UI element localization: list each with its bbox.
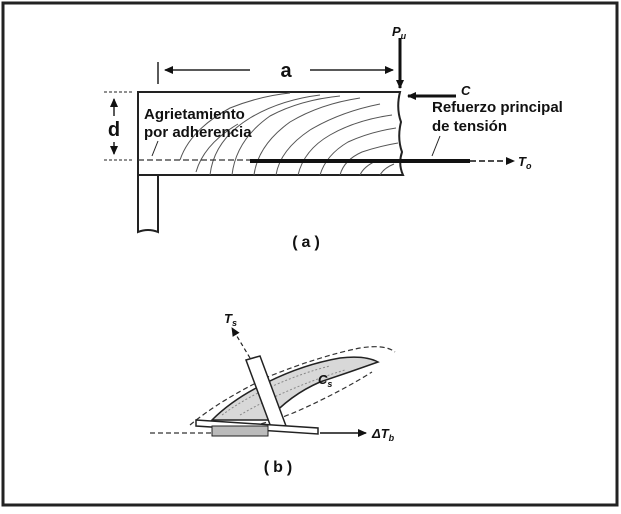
support-column — [137, 175, 159, 234]
main-reinforcement-line1: Refuerzo principal — [432, 99, 563, 116]
strut-force-label: Cs — [318, 372, 332, 389]
compression-label: C — [461, 83, 471, 98]
stirrup-force-label: Ts — [224, 311, 237, 328]
caption-b: (b) — [264, 459, 296, 476]
load-label: Pu — [392, 24, 407, 41]
main-reinforcement-line2: de tensión — [432, 118, 507, 135]
bond-zone — [211, 425, 269, 437]
delta-tension-label: ΔTb — [371, 426, 395, 443]
caption-a: (a) — [292, 234, 324, 251]
bond-cracking-line2: por adherencia — [144, 124, 252, 141]
stirrup-force-arrow — [231, 327, 251, 359]
figure-a: a d Pu — [104, 24, 563, 251]
label-d: d — [108, 119, 120, 141]
crack-pattern — [179, 92, 399, 176]
figure-b: Ts Cs ΔTb (b) — [150, 311, 396, 476]
bond-cracking-line1: Agrietamiento — [144, 106, 245, 123]
main-reinforcement-leader — [431, 135, 441, 157]
tension-label: To — [518, 154, 532, 171]
bond-cracking-leader — [151, 140, 159, 157]
dimension-d: d — [104, 91, 134, 161]
dimension-a: a — [157, 60, 401, 84]
label-a: a — [280, 60, 292, 82]
outer-border — [1, 1, 619, 507]
